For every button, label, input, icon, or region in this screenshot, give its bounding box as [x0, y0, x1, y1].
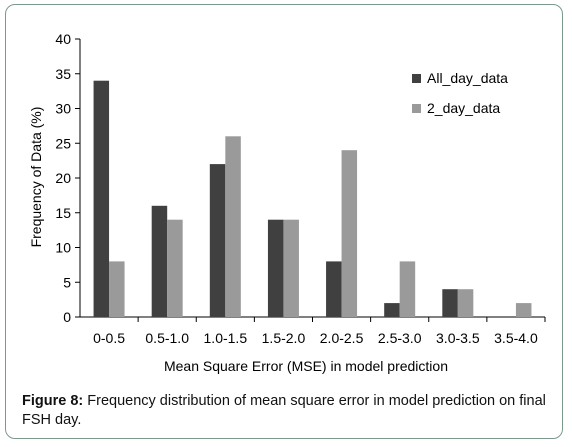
caption-text: Frequency distribution of mean square er…	[22, 393, 546, 428]
bar-two-day	[167, 219, 183, 317]
bar-all-day	[93, 80, 110, 317]
bar-all-day	[442, 289, 458, 317]
bar-two-day	[457, 289, 474, 317]
bar-all-day	[267, 219, 284, 317]
bar-two-day	[109, 261, 125, 317]
bar-two-day	[399, 261, 416, 317]
x-tick-label: 0.5-1.0	[145, 330, 189, 346]
y-tick-label: 0	[63, 309, 71, 325]
y-axis-label: Frequency of Data (%)	[28, 107, 44, 248]
x-tick-label: 1.0-1.5	[204, 330, 248, 346]
bar-all-day	[326, 261, 342, 317]
y-tick-label: 5	[63, 274, 71, 290]
bar-two-day	[515, 303, 532, 317]
y-tick-label: 25	[55, 135, 71, 151]
bar-all-day	[384, 303, 400, 317]
figure-caption: Figure 8: Frequency distribution of mean…	[22, 392, 552, 430]
legend-label: 2_day_data	[427, 100, 500, 116]
y-tick-label: 10	[55, 240, 71, 256]
y-tick-label: 35	[55, 66, 71, 82]
x-tick-label: 2.5-3.0	[378, 330, 422, 346]
bar-all-day	[209, 164, 226, 317]
y-tick-label: 30	[55, 101, 71, 117]
x-tick-label: 3.5-4.0	[494, 330, 538, 346]
legend-label: All_day_data	[427, 70, 508, 86]
x-tick-label: 0-0.5	[93, 330, 125, 346]
bar-two-day	[225, 136, 241, 317]
x-tick-label: 1.5-2.0	[262, 330, 306, 346]
legend-swatch	[412, 74, 421, 83]
caption-label: Figure 8:	[22, 393, 84, 409]
bar-two-day	[283, 219, 299, 317]
x-tick-label: 3.0-3.5	[436, 330, 480, 346]
y-tick-label: 40	[55, 31, 71, 47]
bar-all-day	[151, 205, 168, 317]
legend-swatch	[412, 104, 421, 113]
x-tick-label: 2.0-2.5	[320, 330, 364, 346]
y-tick-label: 20	[55, 170, 71, 186]
bar-two-day	[341, 150, 358, 317]
x-axis-label: Mean Square Error (MSE) in model predict…	[164, 358, 448, 374]
plot-area: 0 5 10 15 20 25 30 35 40 0-0.5 0.5-1.0 1.0-1.5 1.5-2…	[55, 31, 546, 346]
y-tick-label: 15	[55, 205, 71, 221]
